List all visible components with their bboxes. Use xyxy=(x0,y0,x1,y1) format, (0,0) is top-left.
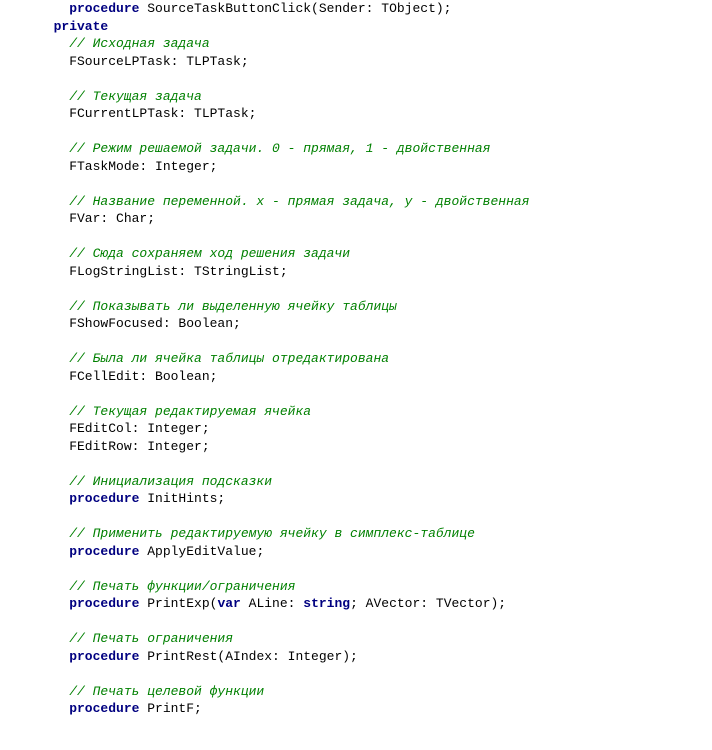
comment-token: // Режим решаемой задачи. 0 - прямая, 1 … xyxy=(38,141,490,156)
text-token: InitHints; xyxy=(139,491,225,506)
comment-token: // Печать ограничения xyxy=(38,631,233,646)
keyword-token: procedure xyxy=(38,544,139,559)
text-token: FVar: Char; xyxy=(38,211,155,226)
text-token: FTaskMode: Integer; xyxy=(38,159,217,174)
keyword-token: var xyxy=(217,596,240,611)
comment-token: // Была ли ячейка таблицы отредактирован… xyxy=(38,351,389,366)
text-token: PrintRest(AIndex: Integer); xyxy=(139,649,357,664)
comment-token: // Печать функции/ограничения xyxy=(38,579,295,594)
keyword-token: private xyxy=(38,19,108,34)
text-token: FCellEdit: Boolean; xyxy=(38,369,217,384)
comment-token: // Название переменной. x - прямая задач… xyxy=(38,194,529,209)
comment-token: // Сюда сохраняем ход решения задачи xyxy=(38,246,350,261)
keyword-token: procedure xyxy=(38,701,139,716)
comment-token: // Показывать ли выделенную ячейку табли… xyxy=(38,299,397,314)
text-token: ApplyEditValue; xyxy=(139,544,264,559)
comment-token: // Текущая задача xyxy=(38,89,202,104)
text-token: PrintF; xyxy=(139,701,201,716)
text-token: ALine: xyxy=(241,596,303,611)
text-token: FSourceLPTask: TLPTask; xyxy=(38,54,249,69)
keyword-token: procedure xyxy=(38,491,139,506)
comment-token: // Применить редактируемую ячейку в симп… xyxy=(38,526,475,541)
code-block: procedure SourceTaskButtonClick(Sender: … xyxy=(0,0,712,718)
comment-token: // Исходная задача xyxy=(38,36,210,51)
text-token: FEditCol: Integer; xyxy=(38,421,210,436)
keyword-token: procedure xyxy=(38,649,139,664)
keyword-token: string xyxy=(303,596,350,611)
comment-token: // Текущая редактируемая ячейка xyxy=(38,404,311,419)
text-token: SourceTaskButtonClick(Sender: TObject); xyxy=(139,1,451,16)
text-token: FLogStringList: TStringList; xyxy=(38,264,288,279)
text-token: FEditRow: Integer; xyxy=(38,439,210,454)
text-token: FShowFocused: Boolean; xyxy=(38,316,241,331)
text-token: PrintExp( xyxy=(139,596,217,611)
comment-token: // Инициализация подсказки xyxy=(38,474,272,489)
keyword-token: procedure xyxy=(38,1,139,16)
text-token: ; AVector: TVector); xyxy=(350,596,506,611)
keyword-token: procedure xyxy=(38,596,139,611)
text-token: FCurrentLPTask: TLPTask; xyxy=(38,106,256,121)
comment-token: // Печать целевой функции xyxy=(38,684,264,699)
